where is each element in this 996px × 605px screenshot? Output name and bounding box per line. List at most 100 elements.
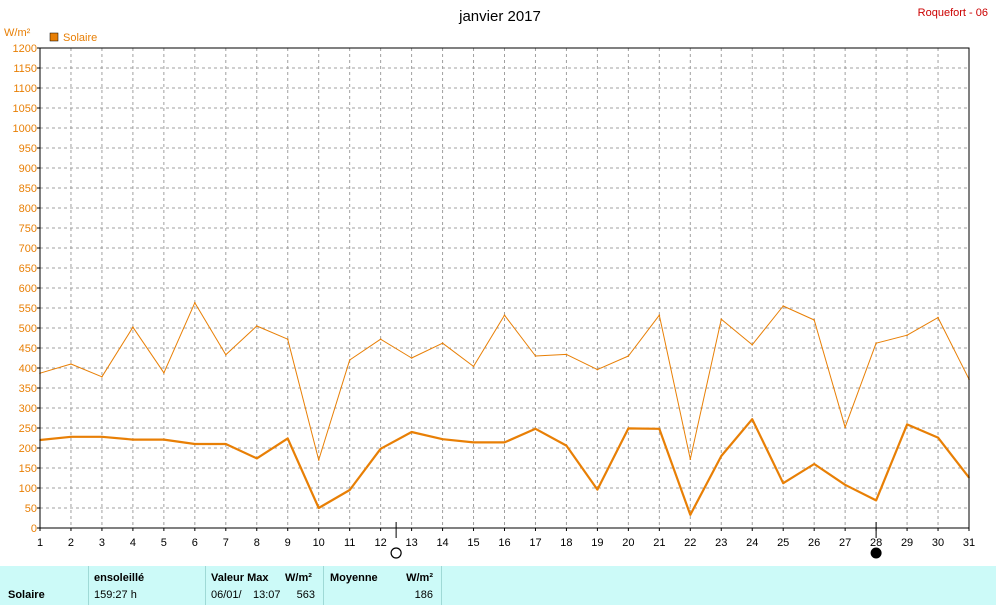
max-time: 13:07	[253, 589, 281, 601]
max-data-point	[751, 344, 754, 346]
sunshine-value: 159:27 h	[94, 589, 137, 601]
x-tick-label: 20	[622, 537, 634, 549]
moon-markers	[390, 522, 882, 559]
mean-data-point	[844, 484, 846, 486]
x-tick-label: 30	[932, 537, 944, 549]
y-tick-label: 850	[19, 183, 37, 195]
summary-row-label-cell: Solaire	[0, 566, 89, 605]
max-data-point	[255, 325, 258, 327]
x-tick-label: 28	[870, 537, 882, 549]
mean-data-point	[163, 438, 165, 441]
max-data-point	[658, 314, 661, 317]
new-moon-icon	[870, 547, 882, 559]
y-tick-label: 1100	[13, 83, 37, 95]
x-tick-label: 29	[901, 537, 913, 549]
summary-empty-area	[442, 566, 996, 605]
mean-data-point	[379, 448, 382, 450]
max-header: Valeur Max	[211, 572, 269, 584]
x-tick-label: 4	[130, 537, 136, 549]
x-tick-label: 5	[161, 537, 167, 549]
x-tick-label: 22	[684, 537, 696, 549]
mean-data-point	[225, 443, 227, 445]
mean-data-point	[720, 455, 723, 457]
mean-data-point	[565, 444, 568, 447]
y-axis-ticks: 0 50 100 150 200 250 300 350 400 450 500 550 600 650 7…	[13, 43, 40, 535]
x-tick-label: 8	[254, 537, 260, 549]
legend-label: Solaire	[63, 32, 97, 44]
x-tick-label: 13	[405, 537, 417, 549]
max-unit: W/m²	[285, 572, 312, 584]
y-tick-label: 450	[19, 343, 37, 355]
x-tick-label: 3	[99, 537, 105, 549]
plot-frame	[39, 47, 970, 529]
x-tick-label: 14	[436, 537, 448, 549]
max-data-point	[348, 359, 351, 361]
mean-data-point	[472, 441, 475, 444]
mean-data-point	[132, 438, 134, 441]
x-tick-label: 15	[467, 537, 479, 549]
mean-unit: W/m²	[406, 572, 433, 584]
x-tick-label: 18	[560, 537, 572, 549]
y-tick-label: 100	[19, 483, 37, 495]
grid	[40, 48, 969, 528]
mean-data-point	[534, 428, 537, 430]
max-data-point	[410, 357, 413, 359]
x-tick-label: 6	[192, 537, 198, 549]
sunshine-cell: ensoleillé 159:27 h	[89, 566, 206, 605]
max-data-point	[565, 353, 568, 356]
max-data-point	[844, 426, 846, 429]
sunshine-header: ensoleillé	[94, 572, 145, 584]
station-name: Roquefort - 06	[918, 7, 988, 19]
solar-chart: janvier 2017 Roquefort - 06 W/m² Solaire…	[4, 7, 988, 559]
mean-data-point	[317, 507, 320, 509]
mean-data-point	[255, 457, 258, 460]
full-moon-icon	[390, 547, 402, 559]
mean-data-point	[101, 436, 103, 438]
x-tick-label: 12	[375, 537, 387, 549]
max-cell: Valeur Max W/m² 06/01/ 13:07 563	[206, 566, 324, 605]
y-tick-label: 0	[31, 523, 37, 535]
y-tick-label: 750	[19, 223, 37, 235]
legend-swatch	[49, 32, 59, 42]
max-data-point	[503, 314, 506, 317]
mean-data-point	[937, 436, 939, 439]
max-value: 563	[296, 589, 315, 601]
y-tick-label: 1150	[13, 63, 37, 75]
mean-data-point	[813, 463, 815, 465]
x-tick-label: 31	[963, 537, 975, 549]
mean-data-point	[503, 441, 506, 444]
mean-value: 186	[414, 589, 433, 601]
x-tick-label: 25	[777, 537, 789, 549]
x-tick-label: 19	[591, 537, 603, 549]
x-tick-label: 27	[839, 537, 851, 549]
max-data-point	[132, 326, 134, 329]
y-tick-label: 350	[19, 383, 37, 395]
y-tick-label: 400	[19, 363, 37, 375]
x-tick-label: 16	[498, 537, 510, 549]
max-data-point	[720, 318, 723, 321]
max-data-point	[875, 342, 877, 345]
max-data-point	[379, 338, 382, 341]
y-axis-unit: W/m²	[4, 27, 31, 39]
x-tick-label: 24	[746, 537, 758, 549]
mean-data-point	[410, 431, 413, 433]
chart-title: janvier 2017	[458, 8, 541, 25]
mean-data-point	[627, 427, 630, 430]
y-tick-label: 500	[19, 323, 37, 335]
max-data-point	[472, 365, 475, 368]
x-tick-label: 17	[529, 537, 541, 549]
max-data-point	[286, 338, 289, 341]
mean-cell: Moyenne W/m² 186	[324, 566, 442, 605]
max-data-point	[813, 319, 815, 321]
y-tick-label: 900	[19, 163, 37, 175]
max-data-point	[225, 354, 227, 356]
y-tick-label: 1200	[13, 43, 37, 55]
max-data-point	[627, 355, 630, 357]
x-tick-label: 11	[344, 537, 355, 549]
y-tick-label: 150	[19, 463, 37, 475]
x-tick-label: 2	[68, 537, 74, 549]
y-tick-label: 550	[19, 303, 37, 315]
series-lines	[39, 302, 970, 516]
y-tick-label: 700	[19, 243, 37, 255]
y-tick-label: 1000	[13, 123, 37, 135]
